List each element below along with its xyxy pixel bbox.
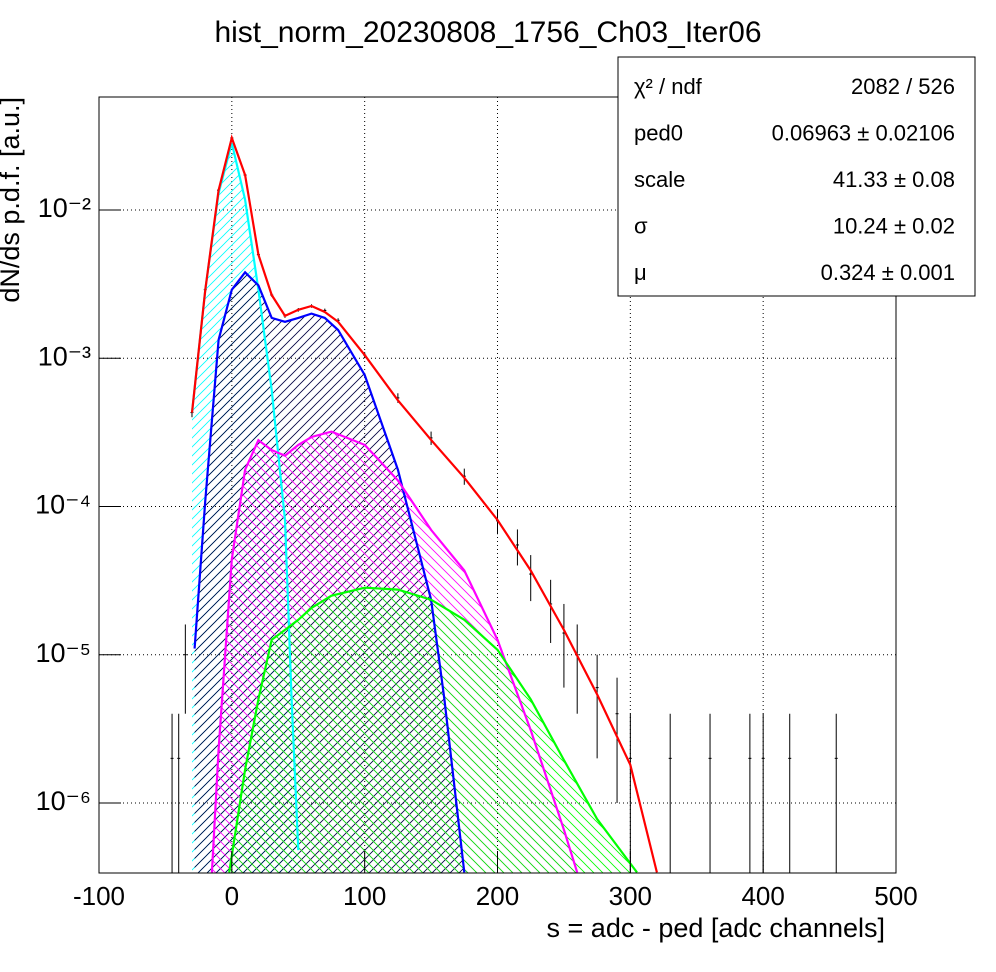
axes: -100 0 100 200 300 400 500 10⁻⁶ 10⁻⁵ 10⁻⁴ 10⁻³ 10⁻²: [35, 193, 918, 911]
chart-title: hist_norm_20230808_1756_Ch03_Iter06: [214, 16, 761, 49]
stats-frame: [617, 56, 976, 297]
x-tick-label: 200: [476, 881, 519, 911]
fills: [192, 143, 637, 873]
fit-curve: [190, 134, 658, 873]
curves: [190, 134, 658, 873]
x-tick-label: 500: [874, 881, 917, 911]
x-tick-label: 400: [741, 881, 784, 911]
fit-curve: [193, 270, 466, 873]
stat-value: 10.24 ± 0.02: [833, 213, 955, 238]
x-tick-label: 300: [609, 881, 652, 911]
y-tick-label: 10⁻⁵: [36, 638, 91, 668]
hatched-area: [229, 587, 637, 873]
y-axis-label: dN/ds p.d.f. [a.u.]: [0, 97, 25, 303]
fit-curve: [228, 586, 638, 873]
y-tick-label: 10⁻⁴: [35, 490, 91, 520]
stat-value: 41.33 ± 0.08: [833, 167, 955, 192]
stat-value: 0.06963 ± 0.02106: [772, 120, 955, 145]
stat-label: σ: [634, 213, 648, 238]
x-tick-label: 100: [343, 881, 386, 911]
fit-curve: [210, 430, 579, 873]
x-axis-label: s = adc - ped [adc channels]: [547, 913, 885, 943]
stat-label: scale: [634, 167, 685, 192]
stat-value: 0.324 ± 0.001: [821, 260, 955, 285]
y-tick-label: 10⁻²: [38, 193, 91, 223]
y-tick-label: 10⁻³: [38, 341, 91, 371]
x-tick-label: 0: [225, 881, 239, 911]
stat-label: ped0: [634, 120, 683, 145]
x-tick-label: -100: [73, 881, 125, 911]
stat-label: μ: [634, 260, 647, 285]
stat-label: χ² / ndf: [634, 74, 703, 99]
stat-value: 2082 / 526: [851, 74, 955, 99]
y-tick-label: 10⁻⁶: [36, 786, 91, 816]
stats-box: χ² / ndf 2082 / 526 ped0 0.06963 ± 0.02106 s…: [617, 56, 976, 297]
